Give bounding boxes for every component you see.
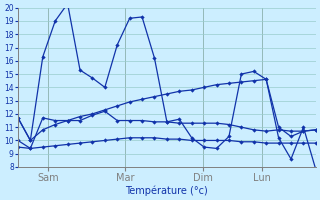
X-axis label: Température (°c): Température (°c) — [125, 185, 208, 196]
